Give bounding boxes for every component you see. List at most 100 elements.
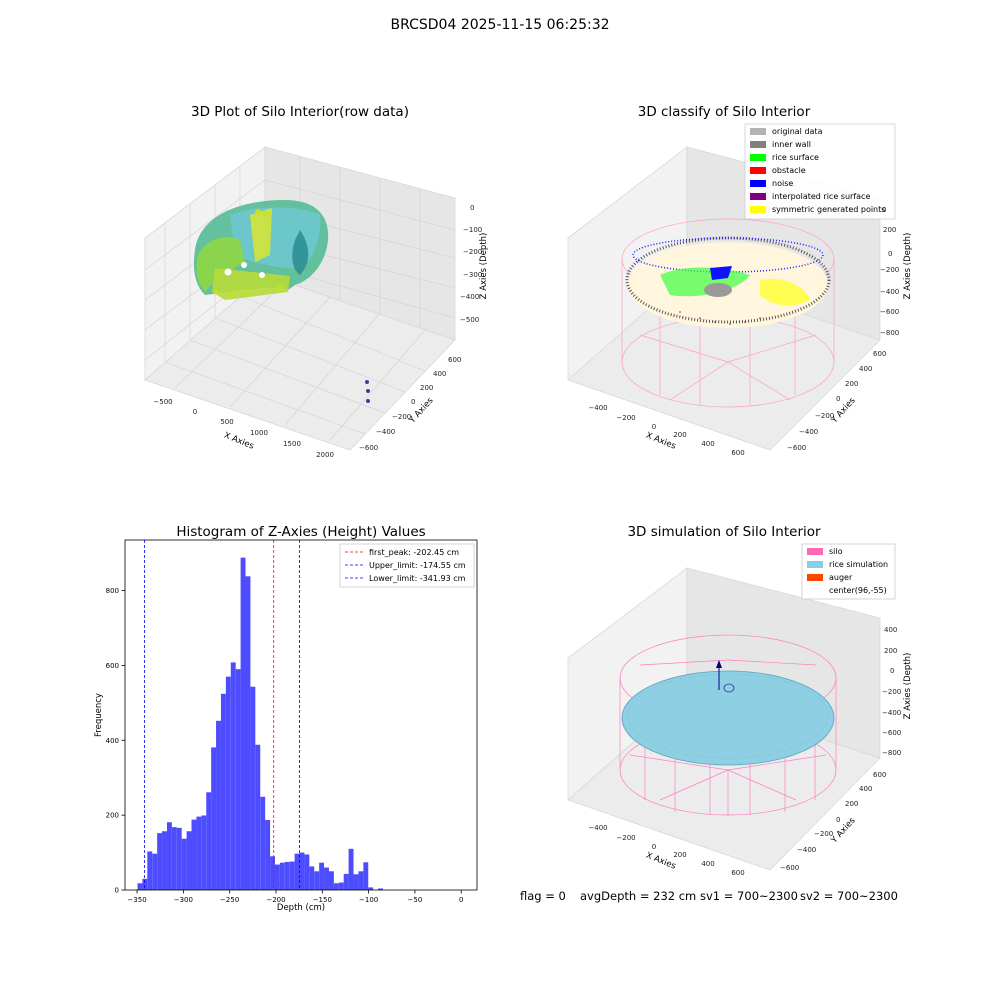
sim-z-label: Z Axies (Depth) [903, 653, 913, 720]
raw-x-tick: 500 [220, 418, 233, 426]
histogram-bar [176, 827, 182, 890]
sim-y-tick: 0 [836, 816, 840, 824]
histogram-bar [181, 838, 187, 890]
histogram-bar [216, 720, 221, 890]
classify-y-tick: −400 [799, 428, 818, 436]
histogram-bar [319, 862, 325, 890]
classify-z-label: Z Axies (Depth) [903, 233, 913, 300]
legend-label: silo [829, 547, 843, 556]
classify-x-tick: −200 [616, 414, 635, 422]
histogram-bar [333, 883, 339, 890]
histogram-bar [265, 820, 271, 890]
histogram-bar [225, 676, 231, 890]
legend-swatch-auger [807, 574, 823, 581]
histogram-bar [166, 822, 172, 890]
sim-z-tick: 0 [890, 667, 894, 675]
legend-swatch-interpolated [750, 193, 766, 200]
histogram-bar [211, 747, 217, 890]
raw-z-tick: −400 [460, 293, 479, 301]
histogram-bar [196, 816, 202, 890]
histogram-bar [353, 874, 359, 890]
simulation-3d-plot: silo rice simulation auger center(96,-55… [567, 543, 913, 877]
classify-plot-title: 3D classify of Silo Interior [637, 104, 811, 120]
histogram-x-tick-label: −250 [220, 896, 239, 904]
legend-label: original data [772, 127, 823, 136]
histogram-bar [147, 851, 153, 890]
classify-3d-plot: original data inner wall rice surface ob… [567, 123, 913, 457]
classify-z-tick: −200 [880, 266, 899, 274]
sim-z-tick: −200 [882, 688, 901, 696]
sim-y-tick: −200 [814, 830, 833, 838]
raw-y-tick: −600 [359, 444, 378, 452]
raw-z-label: Z Axies (Depth) [479, 233, 489, 300]
sv1-text: sv1 = 700~2300 [700, 889, 798, 903]
legend-swatch-rice [750, 154, 766, 161]
sim-z-tick: −800 [882, 749, 901, 757]
histogram-bar [378, 888, 383, 890]
classify-y-tick: 0 [836, 395, 840, 403]
histogram-y-tick-label: 0 [115, 887, 119, 895]
histogram-bar [328, 871, 334, 890]
raw-x-tick: −500 [153, 398, 172, 406]
histogram-bar [309, 866, 315, 890]
classify-y-tick: −200 [815, 412, 834, 420]
histogram-bar [201, 815, 207, 890]
histogram-bar [368, 887, 374, 890]
classify-z-tick: −800 [880, 329, 899, 337]
classify-z-tick: −400 [880, 288, 899, 296]
histogram-bar [343, 873, 349, 890]
sim-z-tick: 200 [884, 647, 897, 655]
classify-y-tick: −600 [787, 444, 806, 452]
raw-y-tick: −400 [376, 428, 395, 436]
histogram-bar [240, 557, 246, 890]
histogram-legend-label: Upper_limit: -174.55 cm [369, 561, 466, 570]
histogram-bar [338, 882, 344, 890]
histogram-legend-label: first_peak: -202.45 cm [369, 548, 459, 557]
sim-x-tick: −200 [616, 834, 635, 842]
raw-z-tick: 0 [470, 204, 474, 212]
classify-z-tick: −600 [880, 308, 899, 316]
legend-swatch-inner-wall [750, 141, 766, 148]
legend-label: rice simulation [829, 560, 888, 569]
histogram-bar [284, 861, 290, 890]
classify-y-tick: 400 [859, 365, 872, 373]
classify-z-tick: 0 [888, 250, 892, 258]
histogram-bar [235, 669, 241, 890]
sim-x-tick: 400 [701, 860, 714, 868]
sim-z-tick: 400 [884, 626, 897, 634]
raw-outlier-points [365, 380, 370, 403]
histogram-bar [230, 662, 236, 890]
legend-label: noise [772, 179, 793, 188]
raw-y-tick: 400 [433, 370, 446, 378]
sim-y-tick: 600 [873, 771, 886, 779]
raw-x-tick: 1000 [250, 429, 268, 437]
legend-label: interpolated rice surface [772, 192, 870, 201]
histogram-title: Histogram of Z-Axies (Height) Values [176, 524, 426, 540]
classify-x-tick: 200 [673, 431, 686, 439]
histogram-bar [186, 831, 192, 890]
histogram-bar [255, 744, 261, 890]
histogram-legend-label: Lower_limit: -341.93 cm [369, 574, 466, 583]
simulation-plot-title: 3D simulation of Silo Interior [627, 524, 821, 540]
histogram-bar [171, 827, 177, 890]
legend-label: center(96,-55) [829, 586, 887, 595]
legend-swatch-obstacle [750, 167, 766, 174]
classify-y-tick: 200 [845, 380, 858, 388]
histogram-chart: −350 −300 −250 −200 −150 −100 −50 0 0 200 400 600 8… [94, 539, 478, 913]
histogram-frame [124, 539, 478, 891]
inner-wall-points [625, 236, 831, 324]
legend-swatch-symmetric [750, 206, 766, 213]
classify-y-tick: 600 [873, 350, 886, 358]
classify-x-tick: −400 [588, 404, 607, 412]
histogram-bar [250, 686, 256, 890]
raw-y-tick: 600 [448, 356, 461, 364]
histogram-bar [289, 861, 295, 890]
rice-simulation-surface [621, 670, 835, 766]
noise-points [632, 237, 824, 273]
sim-z-tick: −600 [882, 729, 901, 737]
legend-swatch-silo [807, 548, 823, 555]
raw-x-tick: 2000 [316, 451, 334, 459]
histogram-bar [220, 693, 226, 890]
histogram-bar [314, 871, 320, 890]
histogram-bar [274, 864, 280, 890]
